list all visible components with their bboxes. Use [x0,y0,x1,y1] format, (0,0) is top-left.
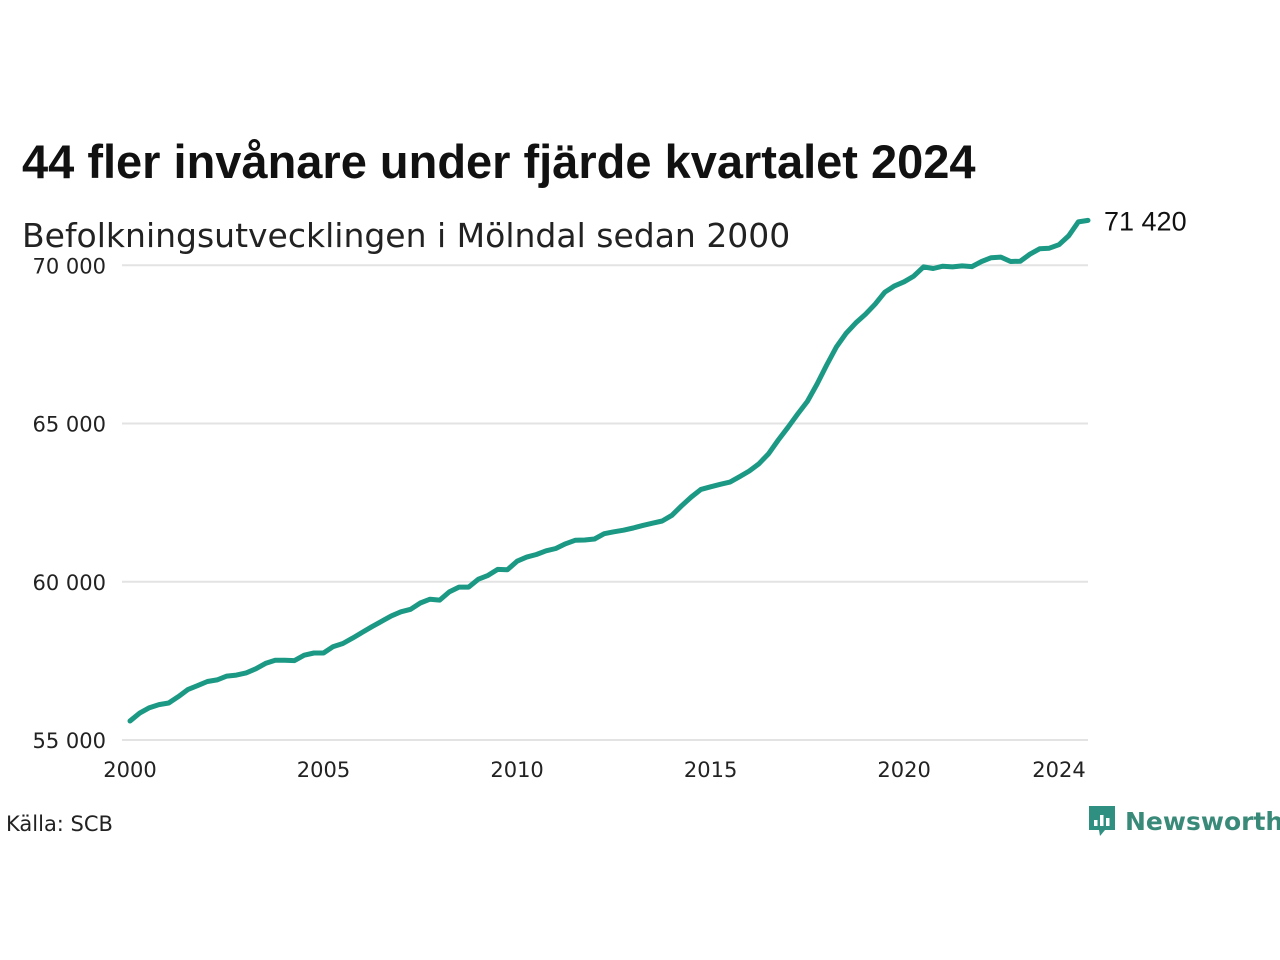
newsworthy-logo-icon [1089,806,1115,836]
population-line [127,217,1091,724]
gridlines [122,264,1088,741]
chart-title: 44 fler invånare under fjärde kvartalet … [22,135,976,188]
x-axis-ticks: 2000 2005 2010 2015 2020 2024 [103,758,1085,782]
chart-subtitle: Befolkningsutvecklingen i Mölndal sedan … [22,216,791,255]
y-tick-label: 60 000 [33,571,106,595]
x-tick-label: 2024 [1032,758,1085,782]
x-tick-label: 2015 [684,758,737,782]
y-tick-label: 65 000 [33,413,106,437]
x-tick-label: 2020 [877,758,930,782]
y-tick-label: 70 000 [33,254,106,278]
newsworthy-brand: Newsworthy [1087,804,1280,838]
x-tick-label: 2000 [103,758,156,782]
y-tick-label: 55 000 [33,729,106,753]
brand-name: Newsworthy [1125,806,1280,836]
end-value-label: 71 420 [1104,206,1187,236]
x-tick-label: 2010 [490,758,543,782]
x-tick-label: 2005 [297,758,350,782]
y-axis-ticks: 55 000 60 000 65 000 70 000 [33,254,106,753]
source-note: Källa: SCB [6,812,113,836]
